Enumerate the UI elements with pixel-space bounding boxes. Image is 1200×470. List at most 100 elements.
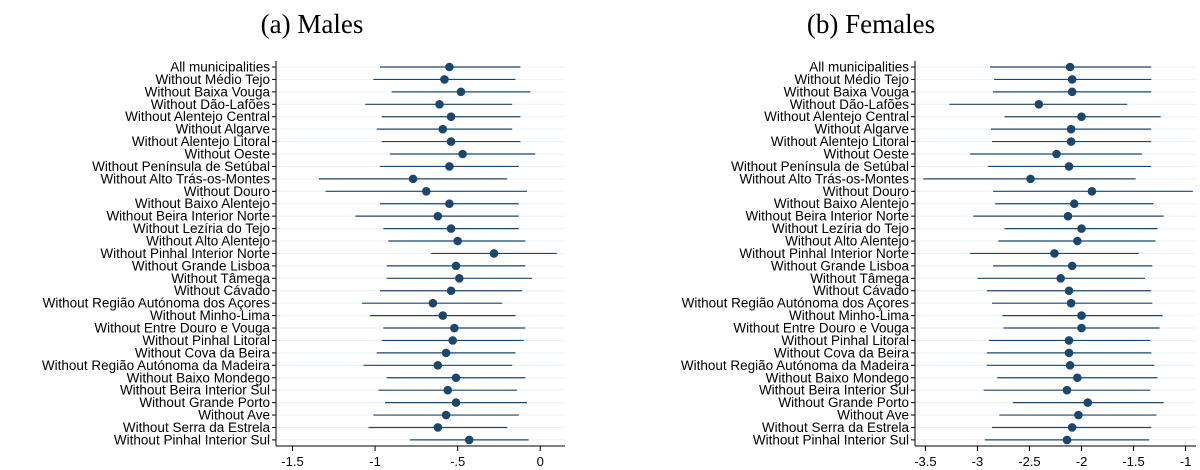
category-label: Without Serra da Estrela: [762, 420, 910, 435]
point-estimate: [1062, 435, 1072, 445]
category-label: Without Baixo Mondego: [766, 370, 909, 385]
category-label: Without Alto Alentejo: [146, 234, 270, 249]
category-label: Without Cova da Beira: [135, 345, 271, 360]
category-label: Without Serra da Estrela: [123, 420, 271, 435]
category-label: Without Beira Interior Norte: [745, 209, 909, 224]
point-estimate: [446, 112, 456, 122]
category-label: Without Cávado: [813, 283, 909, 298]
x-tick-label: -3: [972, 454, 984, 469]
point-estimate: [1077, 323, 1086, 333]
category-label: Without Alentejo Litoral: [771, 134, 909, 149]
category-label: Without Tâmega: [171, 271, 270, 286]
category-label: Without Lezíria do Tejo: [133, 221, 270, 236]
category-label: Without Pinhal Interior Sul: [753, 432, 909, 447]
point-estimate: [1069, 199, 1079, 209]
point-estimate: [1067, 423, 1077, 432]
point-estimate: [443, 385, 453, 395]
category-label: Without Dão-Lafões: [790, 97, 910, 112]
category-label: Without Entre Douro e Vouga: [733, 321, 909, 336]
category-label: Without Dão-Lafões: [151, 97, 271, 112]
category-label: Without Região Autónoma da Madeira: [42, 358, 271, 373]
category-label: Without Tâmega: [810, 271, 909, 286]
category-label: Without Pinhal Litoral: [781, 333, 909, 348]
point-estimate: [435, 99, 444, 109]
x-tick-label: 0: [537, 454, 544, 469]
category-label: Without Pinhal Interior Norte: [739, 246, 909, 261]
point-estimate: [1066, 124, 1076, 134]
category-label: Without Douro: [823, 184, 909, 199]
category-label: Without Algarve: [814, 122, 909, 137]
category-label: Without Grande Porto: [778, 395, 909, 410]
category-label: Without Alto Alentejo: [785, 234, 909, 249]
point-estimate: [446, 224, 456, 233]
category-label: Without Minho-Lima: [150, 308, 271, 323]
category-label: Without Baixo Alentejo: [774, 196, 909, 211]
point-estimate: [455, 274, 464, 283]
x-tick-label: -2.5: [1018, 454, 1040, 469]
category-label: Without Baixa Vouga: [784, 84, 910, 99]
point-estimate: [1077, 224, 1086, 233]
point-estimate: [441, 410, 451, 420]
point-estimate: [408, 174, 418, 184]
category-label: Without Oeste: [184, 147, 270, 162]
point-estimate: [489, 249, 499, 258]
category-label: Without Baixo Mondego: [127, 370, 270, 385]
point-estimate: [440, 75, 449, 84]
category-label: Without Cávado: [174, 283, 270, 298]
point-estimate: [453, 236, 462, 246]
category-label: Without Região Autónoma dos Açores: [43, 296, 271, 311]
point-estimate: [451, 398, 461, 407]
point-estimate: [448, 336, 458, 345]
category-label: Without Alentejo Central: [764, 109, 909, 124]
point-estimate: [1026, 174, 1035, 184]
category-label: Without Entre Douro e Vouga: [94, 321, 270, 336]
category-label: Without Minho-Lima: [789, 308, 910, 323]
point-estimate: [1083, 398, 1093, 407]
category-label: Without Beira Interior Sul: [759, 383, 909, 398]
point-estimate: [456, 87, 466, 97]
males-panel-title: (a) Males: [261, 9, 364, 39]
category-label: Without Médio Tejo: [794, 72, 909, 87]
category-label: Without Alto Trás-os-Montes: [100, 171, 270, 186]
point-estimate: [433, 361, 443, 370]
point-estimate: [1067, 87, 1077, 97]
females-panel-title: (b) Females: [807, 9, 935, 39]
x-tick-label: -1.5: [1122, 454, 1144, 469]
point-estimate: [433, 211, 443, 221]
point-estimate: [1067, 75, 1077, 84]
category-label: Without Médio Tejo: [155, 72, 270, 87]
point-estimate: [445, 62, 454, 72]
point-estimate: [450, 323, 459, 333]
category-label: Without Oeste: [823, 147, 909, 162]
point-estimate: [445, 162, 454, 171]
point-estimate: [1073, 236, 1082, 246]
category-label: Without Grande Porto: [139, 395, 270, 410]
point-estimate: [1074, 410, 1083, 420]
x-tick-label: -3.5: [914, 454, 936, 469]
point-estimate: [428, 298, 438, 308]
x-tick-label: -2: [1076, 454, 1088, 469]
category-label: Without Beira Interior Sul: [120, 383, 270, 398]
category-label: Without Península de Setúbal: [92, 159, 270, 174]
category-label: Without Pinhal Interior Norte: [100, 246, 270, 261]
point-estimate: [1067, 261, 1077, 271]
category-label: Without Alentejo Litoral: [132, 134, 270, 149]
point-estimate: [1087, 187, 1097, 196]
point-estimate: [1064, 348, 1074, 358]
category-label: Without Douro: [184, 184, 270, 199]
point-estimate: [445, 199, 454, 209]
point-estimate: [441, 348, 451, 358]
category-label: Without Pinhal Litoral: [142, 333, 270, 348]
point-estimate: [1066, 137, 1076, 146]
point-estimate: [451, 261, 461, 271]
category-label: Without Grande Lisboa: [132, 258, 271, 273]
point-estimate: [1063, 211, 1073, 221]
point-estimate: [451, 373, 461, 383]
point-estimate: [1050, 249, 1059, 258]
category-label: Without Ave: [198, 408, 270, 423]
category-label: Without Baixo Alentejo: [135, 196, 270, 211]
x-tick-label: -1.5: [281, 454, 303, 469]
point-estimate: [1077, 112, 1086, 122]
point-estimate: [1073, 373, 1082, 383]
